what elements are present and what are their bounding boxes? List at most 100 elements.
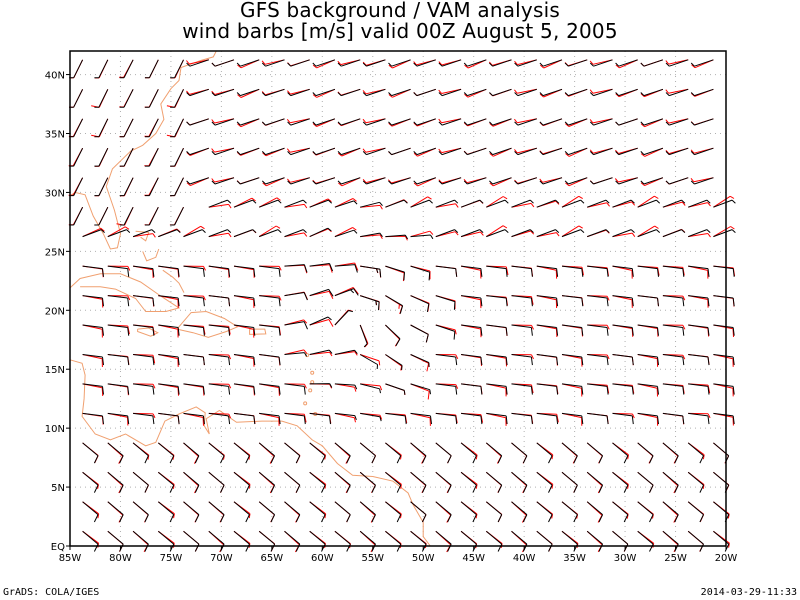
- lon-tick-label: 30W: [614, 553, 637, 564]
- wind-barb: [261, 88, 285, 97]
- wind-barb: [589, 88, 613, 97]
- wind-barb: [133, 412, 155, 425]
- wind-barb: [385, 265, 405, 281]
- wind-barb: [107, 383, 130, 395]
- wind-barb: [284, 203, 308, 209]
- wind-barb: [208, 501, 225, 523]
- wind-barb: [334, 412, 357, 420]
- wind-barb: [688, 412, 710, 425]
- wind-barb: [309, 199, 333, 208]
- wind-barb: [133, 383, 155, 395]
- wind-barb: [309, 290, 334, 300]
- wind-barb: [132, 501, 149, 523]
- wind-barb: [133, 265, 155, 277]
- wind-barb: [536, 265, 559, 277]
- wind-barb: [259, 383, 281, 395]
- lon-tick-label: 20W: [715, 553, 738, 564]
- wind-barb: [309, 288, 334, 297]
- wind-barb: [284, 264, 308, 274]
- wind-barb: [233, 501, 250, 523]
- wind-barb: [410, 383, 431, 395]
- wind-barb: [637, 354, 659, 366]
- wind-barb: [94, 147, 109, 167]
- wind-barb: [511, 383, 533, 395]
- wind-barb: [359, 324, 368, 348]
- wind-barb: [536, 412, 559, 425]
- wind-barb: [413, 147, 436, 156]
- wind-barb: [312, 147, 336, 156]
- wind-barb: [587, 354, 609, 366]
- wind-barb: [461, 265, 483, 277]
- wind-barb: [360, 354, 381, 366]
- wind-barb: [82, 229, 105, 238]
- wind-barb: [284, 229, 307, 238]
- wind-barb: [183, 471, 200, 493]
- wind-barb: [183, 530, 200, 552]
- wind-barb: [158, 354, 180, 366]
- wind-barb: [144, 206, 159, 226]
- wind-barb: [688, 354, 710, 366]
- wind-barb: [82, 501, 99, 523]
- wind-barb: [334, 200, 358, 208]
- wind-barb: [564, 147, 588, 156]
- wind-barb: [69, 89, 84, 108]
- wind-barb: [486, 354, 508, 366]
- wind-barb: [158, 295, 180, 307]
- wind-barb: [284, 264, 308, 273]
- wind-barb: [637, 199, 661, 208]
- wind-barb: [233, 265, 256, 277]
- wind-barb: [208, 265, 231, 277]
- wind-barb: [587, 265, 609, 277]
- wind-barb: [208, 232, 232, 238]
- wind-barb: [144, 118, 159, 138]
- wind-barb: [586, 442, 604, 464]
- coastline-island: [308, 388, 313, 393]
- lon-tick-label: 85W: [59, 553, 82, 564]
- wind-barb: [410, 442, 427, 464]
- wind-barb: [158, 383, 180, 395]
- wind-barb: [536, 199, 560, 208]
- wind-barb: [158, 265, 180, 277]
- wind-barb: [637, 383, 659, 395]
- wind-barb: [486, 412, 508, 425]
- wind-barb: [158, 324, 180, 336]
- wind-barb: [564, 177, 588, 185]
- wind-barb: [460, 229, 484, 238]
- wind-barb: [461, 324, 483, 336]
- wind-barb: [586, 501, 604, 523]
- wind-barb: [561, 195, 583, 208]
- wind-barb: [514, 88, 537, 97]
- wind-barb: [461, 383, 483, 395]
- wind-barb: [486, 383, 508, 395]
- wind-barb: [662, 442, 679, 464]
- wind-barb: [183, 383, 205, 395]
- wind-barb: [233, 229, 257, 238]
- wind-barb: [690, 88, 714, 97]
- wind-barb: [208, 471, 225, 493]
- coastline-puerto-rico: [249, 328, 267, 335]
- wind-barb: [410, 265, 431, 281]
- wind-barb: [360, 295, 380, 311]
- wind-barb: [511, 501, 528, 523]
- wind-barb: [612, 199, 635, 208]
- wind-barb: [360, 204, 383, 210]
- wind-barb: [612, 412, 634, 425]
- wind-barb: [612, 442, 629, 464]
- wind-barb: [107, 354, 130, 366]
- wind-barb: [388, 177, 411, 185]
- wind-barb: [362, 118, 386, 126]
- coastline-island: [310, 370, 315, 375]
- wind-barb: [82, 295, 104, 307]
- wind-barb: [486, 229, 509, 238]
- lon-tick-label: 60W: [311, 553, 334, 564]
- wind-barb: [687, 501, 704, 523]
- wind-barb: [166, 118, 184, 138]
- wind-barb: [236, 118, 260, 126]
- wind-barb: [460, 471, 477, 493]
- wind-barb: [107, 412, 130, 425]
- wind-barb: [107, 501, 124, 523]
- wind-barb: [132, 471, 149, 493]
- wind-barb: [413, 118, 436, 126]
- wind-barb: [208, 442, 225, 464]
- wind-barb: [259, 324, 281, 336]
